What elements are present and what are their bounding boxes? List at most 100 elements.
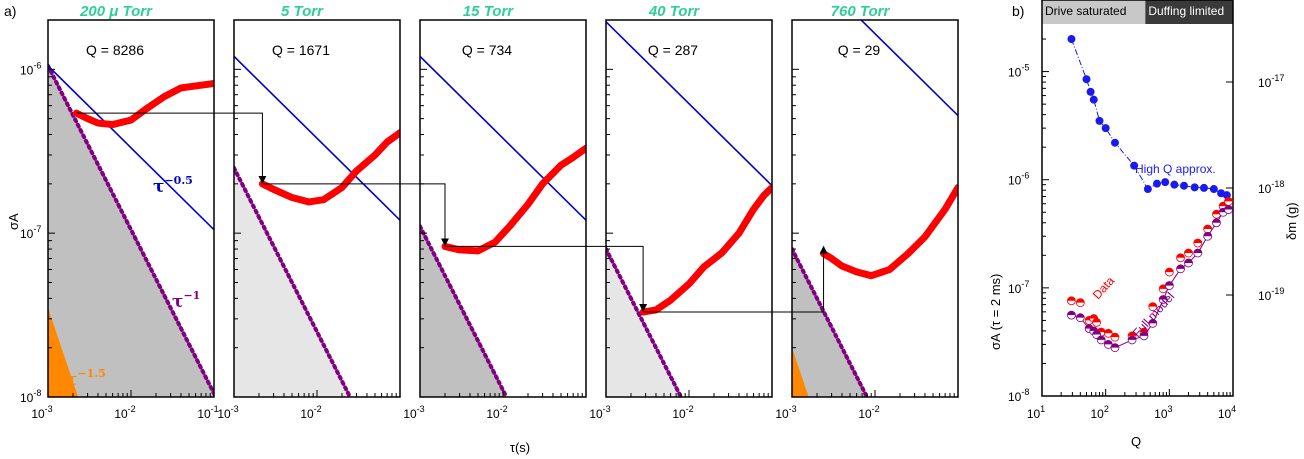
data-point-half [1224,197,1233,202]
data-point-half [1139,331,1148,336]
region-bar [1042,0,1146,24]
data-point-half [1128,331,1137,336]
data-point [1095,116,1104,125]
subplot-3: 15 Torr Q = 734 [419,3,587,398]
panel-label-b: b) [1012,3,1024,19]
y-tick-label: 10-8 [20,388,41,405]
y-axis-label: σA [6,213,21,230]
series-label-high-q: High Q approx. [1135,162,1216,176]
plot-area [606,21,772,397]
panel-label-a: a) [4,3,16,19]
y2-tick-label: 10-19 [1258,286,1284,303]
data-point-half [1148,302,1157,307]
y-tick-label: 10-7 [20,224,41,241]
data-curve [72,79,214,129]
data-point-half [1104,329,1113,334]
q-label: Q = 287 [648,42,698,58]
slope-label-tau-1.5: τ−1.5 [66,367,106,390]
q-label: Q = 29 [838,42,881,58]
x-axis-label: τ(s) [510,440,530,455]
data-point-half [1067,311,1076,316]
x-tick-label: 103 [1154,404,1172,421]
slope-label-tau-1: τ−1 [172,289,200,312]
data-point-half [1092,330,1101,335]
connector-arrow [444,245,648,313]
x-tick-label: 10-2 [858,404,879,421]
data-point [1110,138,1119,147]
region-label: Duffing limited [1148,4,1224,18]
q-label: Q = 1671 [272,42,330,58]
data-point-half [1176,253,1185,258]
tau-1.5-region [48,307,79,397]
data-point [1209,185,1218,194]
tau-1.5-region [792,347,809,397]
data-point-half [1139,328,1148,333]
tau-1-line [234,165,353,397]
data-point-half [1184,258,1193,263]
tau-1-line [606,247,683,397]
tau-0.5-line [606,21,772,187]
tau-0.5-line [420,55,586,221]
y-tick-label: 10-8 [1008,387,1029,404]
data-point-half [1212,210,1221,215]
data-point [1101,124,1110,133]
tau-0.5-line [234,55,400,221]
subplot-title: 40 Torr [648,3,700,20]
data-point [1143,185,1152,194]
slope-label-tau-0.5: τ−0.5 [153,174,193,197]
data-point-half [1128,335,1137,340]
tau-1-line [48,63,214,397]
q-label: Q = 8286 [86,42,144,58]
y-tick-label: 10-7 [1008,279,1029,296]
data-point [1086,87,1095,96]
data-point-half [1165,268,1174,273]
data-curve [441,144,586,255]
data-point-half [1097,335,1106,340]
x-axis-label-b: Q [1131,434,1141,449]
plot-area [234,55,400,397]
data-point-half [1067,296,1076,301]
plot-area [48,63,214,397]
y2-tick-label: 10-17 [1258,73,1284,90]
x-tick-label: 101 [1027,404,1045,421]
y-axis-label-b: σA (τ = 2 ms) [988,274,1003,350]
data-curve [639,183,772,316]
data-point-half [1212,218,1221,223]
data-curve [258,129,400,206]
axes-frame-b [1041,0,1234,397]
subplot-2: 5 Torr Q = 1671 [233,3,401,398]
data-point [1190,183,1199,192]
subplot-5: 760 Torr Q = 29 [791,3,959,398]
data-point-half [1193,238,1202,243]
data-point-half [1184,249,1193,254]
data-point-half [1076,313,1085,318]
data-point [1199,183,1208,192]
data-point-half [1104,340,1113,345]
y-tick-label: 10-5 [1008,63,1029,80]
tau-1-line [792,247,869,397]
data-point-half [1176,264,1185,269]
y2-tick-label: 10-18 [1258,179,1284,196]
q-label: Q = 734 [462,42,512,58]
x-tick-label: 10-2 [114,404,135,421]
data-point-half [1076,298,1085,303]
x-tick-label: 10-3 [403,404,424,421]
x-tick-label: 10-3 [589,404,610,421]
subplot-title: 200 μ Torr [79,3,153,20]
subplot-title: 15 Torr [463,3,514,20]
data-point [1170,180,1179,189]
data-point-half [1092,318,1101,323]
series-label-full-model: Full model [1130,289,1177,340]
plot-area [792,20,958,397]
x-tick-label: 10-3 [217,404,238,421]
tau-0.5-line [859,20,958,117]
data-point-half [1110,333,1119,338]
x-tick-label: 10-3 [775,404,796,421]
data-point-half [1165,281,1174,286]
data-point [1152,179,1161,188]
subplot-title: 5 Torr [281,3,324,20]
data-point [1067,35,1076,44]
data-point-half [1159,295,1168,300]
data-point [1130,161,1139,170]
data-point-half [1224,205,1233,210]
